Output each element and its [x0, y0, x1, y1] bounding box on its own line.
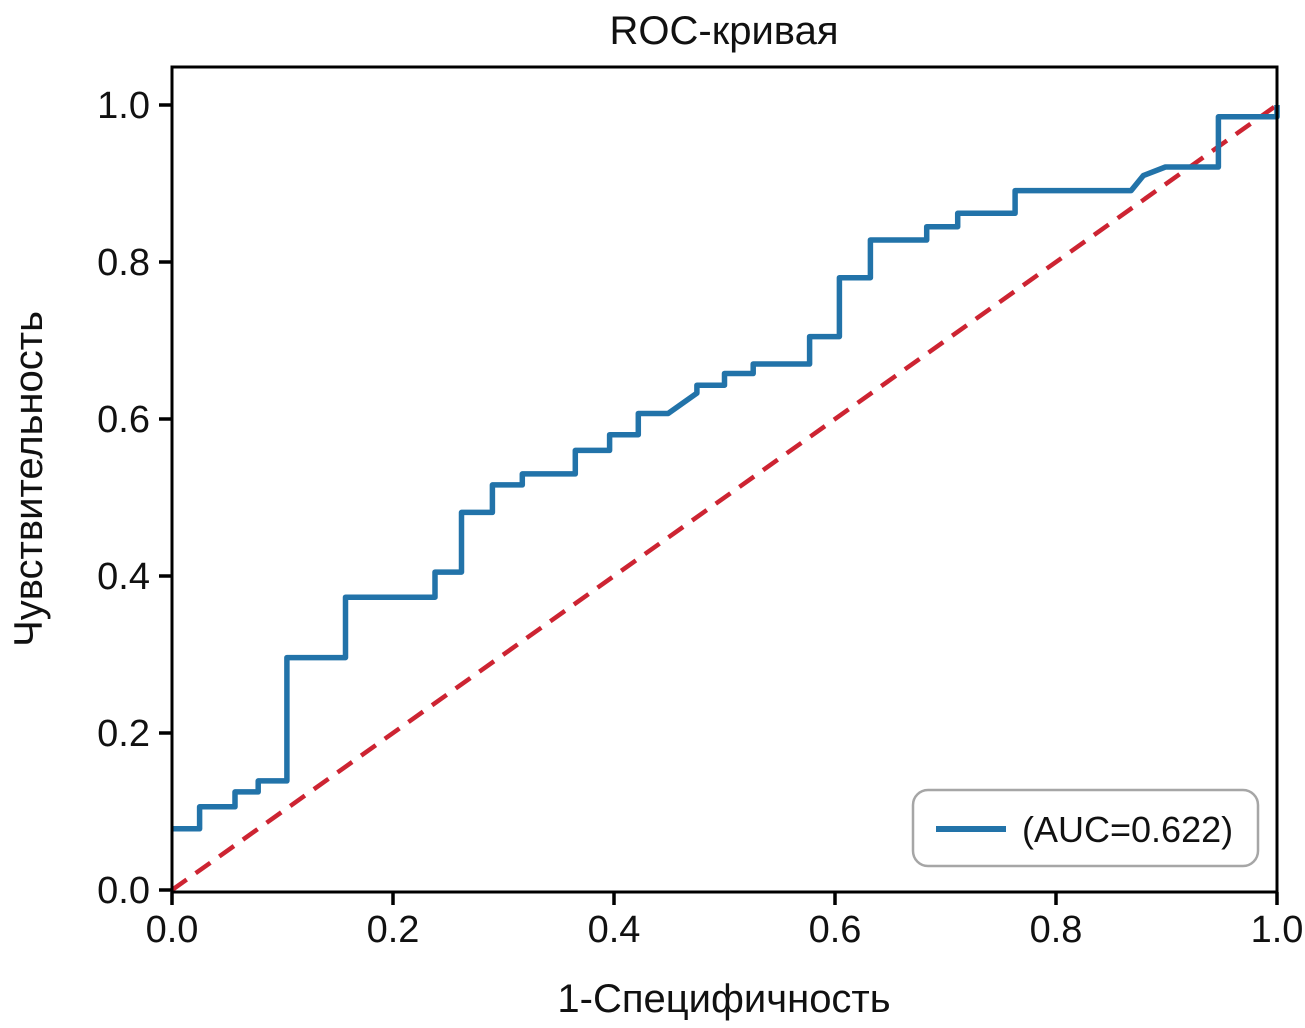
roc-curve-line	[172, 105, 1280, 832]
y-tick-label: 0.8	[97, 242, 150, 284]
y-axis-label: Чувствительность	[7, 311, 51, 647]
x-tick-label: 0.0	[146, 909, 199, 951]
y-tick-label: 1.0	[97, 85, 150, 127]
x-tick-label: 0.8	[1030, 909, 1083, 951]
legend: (AUC=0.622)	[911, 788, 1260, 868]
legend-label: (AUC=0.622)	[1022, 809, 1233, 850]
y-tick-label: 0.2	[97, 713, 150, 755]
x-axis-ticks: 0.0 0.2 0.4 0.6 0.8 1.0	[146, 892, 1304, 951]
y-axis-ticks: 0.0 0.2 0.4 0.6 0.8 1.0	[97, 85, 172, 912]
x-axis-label: 1-Специфичность	[557, 977, 890, 1021]
plot-area	[172, 67, 1277, 892]
chart-title: ROC-кривая	[609, 9, 838, 53]
chance-diagonal-line	[170, 103, 1279, 892]
x-tick-label: 0.4	[588, 909, 641, 951]
x-tick-label: 1.0	[1251, 909, 1304, 951]
y-tick-label: 0.6	[97, 399, 150, 441]
legend-box	[911, 788, 1260, 868]
y-tick-label: 0.0	[97, 870, 150, 912]
axes-spines	[170, 65, 1279, 894]
y-tick-label: 0.4	[97, 556, 150, 598]
x-tick-label: 0.6	[809, 909, 862, 951]
x-tick-label: 0.2	[367, 909, 420, 951]
